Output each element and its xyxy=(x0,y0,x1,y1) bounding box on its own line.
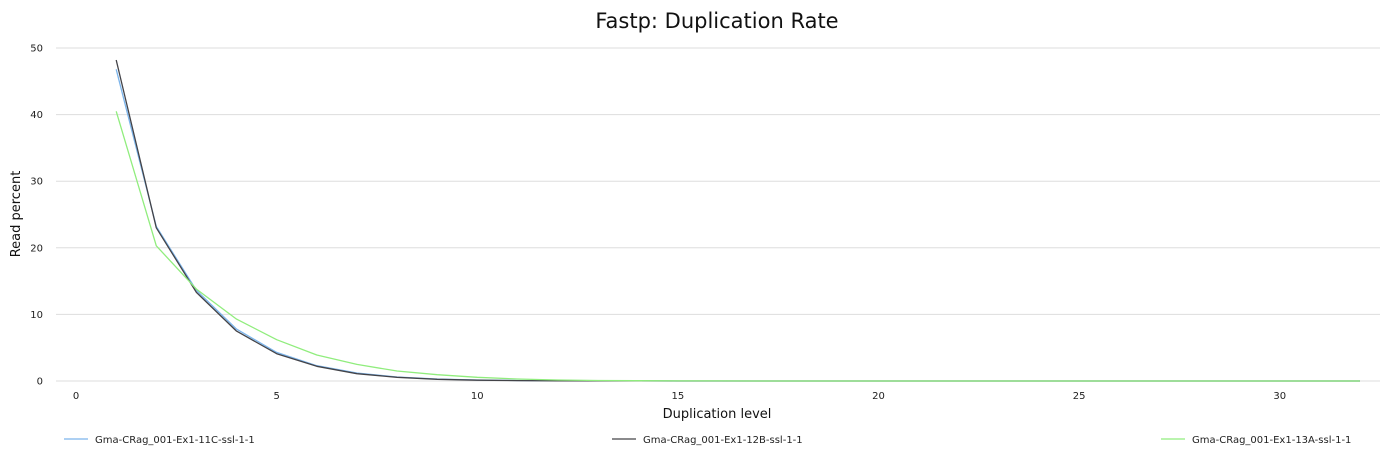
y-tick-label-10: 10 xyxy=(30,310,43,321)
x-tick-label-30: 30 xyxy=(1273,391,1286,402)
series-line-3[interactable] xyxy=(115,111,1360,382)
x-tick-label-0: 0 xyxy=(73,391,79,402)
series-line-1[interactable] xyxy=(115,69,1360,382)
y-tick-label-0: 0 xyxy=(37,377,43,388)
y-axis-title: Read percent xyxy=(9,171,24,258)
gridlines xyxy=(56,47,1380,382)
y-axis-ticks: 0 10 20 30 40 50 xyxy=(30,44,43,388)
x-tick-label-10: 10 xyxy=(471,391,484,402)
legend-label-1: Gma-CRag_001-Ex1-11C-ssl-1-1 xyxy=(95,435,255,446)
x-tick-label-20: 20 xyxy=(872,391,885,402)
chart-title: Fastp: Duplication Rate xyxy=(595,9,838,33)
x-axis-ticks: 0 5 10 15 20 25 30 xyxy=(73,391,1286,402)
x-axis-title: Duplication level xyxy=(663,407,772,422)
x-tick-label-25: 25 xyxy=(1073,391,1086,402)
y-tick-label-50: 50 xyxy=(30,44,43,55)
y-tick-label-40: 40 xyxy=(30,110,43,121)
legend-item-2[interactable]: Gma-CRag_001-Ex1-12B-ssl-1-1 xyxy=(612,435,803,446)
legend-item-3[interactable]: Gma-CRag_001-Ex1-13A-ssl-1-1 xyxy=(1161,435,1351,446)
y-tick-label-30: 30 xyxy=(30,177,43,188)
series-lines xyxy=(115,59,1360,382)
series-line-2[interactable] xyxy=(115,59,1360,382)
x-tick-label-15: 15 xyxy=(672,391,685,402)
x-tick-label-5: 5 xyxy=(273,391,279,402)
legend-label-3: Gma-CRag_001-Ex1-13A-ssl-1-1 xyxy=(1192,435,1351,446)
legend-label-2: Gma-CRag_001-Ex1-12B-ssl-1-1 xyxy=(643,435,803,446)
y-tick-label-20: 20 xyxy=(30,243,43,254)
legend[interactable]: Gma-CRag_001-Ex1-11C-ssl-1-1 Gma-CRag_001… xyxy=(64,435,1351,446)
legend-item-1[interactable]: Gma-CRag_001-Ex1-11C-ssl-1-1 xyxy=(64,435,255,446)
